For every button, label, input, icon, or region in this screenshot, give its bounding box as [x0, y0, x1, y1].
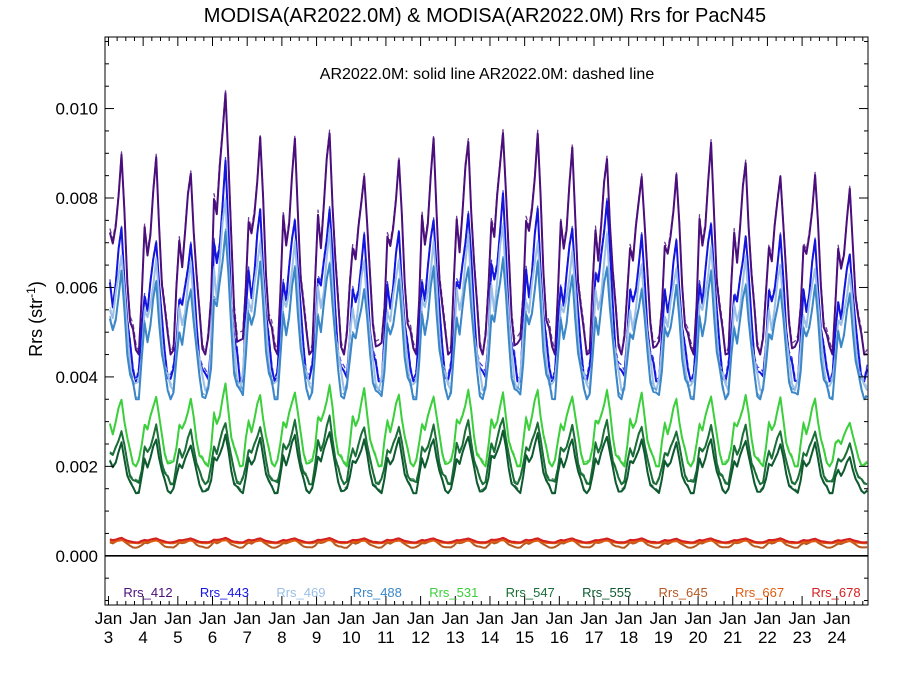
series-line-dashed-rrs-645	[109, 537, 868, 549]
x-tick-year-label: 22	[758, 628, 777, 647]
y-tick-label: 0.010	[55, 100, 98, 119]
plot-frame	[104, 36, 869, 606]
x-tick-month-label: Jan	[129, 609, 156, 628]
x-tick-year-label: 21	[723, 628, 742, 647]
x-tick-month-label: Jan	[199, 609, 226, 628]
series-line-rrs-531	[108, 382, 868, 468]
legend-entry-rrs-531: Rrs_531	[429, 585, 478, 600]
y-tick-label: 0.000	[55, 547, 98, 566]
y-axis-label: Rrs (str-1)	[24, 281, 46, 357]
x-tick-month-label: Jan	[580, 609, 607, 628]
x-tick-month-label: Jan	[407, 609, 434, 628]
x-tick-month-label: Jan	[442, 609, 469, 628]
x-tick-year-label: 5	[173, 628, 182, 647]
x-tick-year-label: 13	[446, 628, 465, 647]
x-tick-year-label: 16	[550, 628, 569, 647]
x-tick-year-label: 11	[377, 628, 395, 647]
legend-entry-rrs-469: Rrs_469	[276, 585, 325, 600]
x-tick-month-label: Jan	[476, 609, 503, 628]
x-tick-year-label: 9	[312, 628, 321, 647]
x-tick-month-label: Jan	[823, 609, 850, 628]
legend-entry-rrs-678: Rrs_678	[811, 585, 860, 600]
x-tick-year-label: 23	[793, 628, 812, 647]
x-tick-month-label: Jan	[719, 609, 746, 628]
y-tick-label: 0.002	[55, 457, 98, 476]
axes: 0.0000.0020.0040.0060.0080.010Jan3Jan4Ja…	[55, 36, 869, 647]
x-tick-year-label: 15	[515, 628, 534, 647]
legend-entry-rrs-645: Rrs_645	[659, 585, 708, 600]
x-tick-month-label: Jan	[372, 609, 399, 628]
x-tick-month-label: Jan	[684, 609, 711, 628]
y-axis-label-text: Rrs (str	[26, 298, 46, 357]
x-tick-month-label: Jan	[338, 609, 365, 628]
x-tick-month-label: Jan	[788, 609, 815, 628]
x-tick-month-label: Jan	[303, 609, 330, 628]
y-tick-label: 0.006	[55, 278, 98, 297]
y-axis-label-superscript: -1	[24, 287, 38, 298]
x-tick-year-label: 12	[411, 628, 430, 647]
x-tick-month-label: Jan	[650, 609, 677, 628]
x-tick-month-label: Jan	[511, 609, 538, 628]
series-lines	[108, 88, 869, 549]
x-tick-year-label: 20	[689, 628, 708, 647]
x-tick-month-label: Jan	[615, 609, 642, 628]
legend-entry-rrs-443: Rrs_443	[200, 585, 249, 600]
x-tick-year-label: 7	[242, 628, 251, 647]
x-tick-month-label: Jan	[95, 609, 122, 628]
x-tick-year-label: 8	[277, 628, 286, 647]
series-line-dashed-rrs-412	[109, 88, 868, 356]
series-line-dashed-rrs-469	[109, 196, 868, 391]
series-line-dashed-rrs-531	[109, 381, 868, 468]
legend-entry-rrs-667: Rrs_667	[735, 585, 784, 600]
x-tick-year-label: 3	[104, 628, 113, 647]
x-tick-year-label: 6	[208, 628, 217, 647]
y-axis-label-close: )	[26, 281, 46, 287]
series-line-dashed-rrs-547	[109, 414, 868, 485]
x-tick-year-label: 17	[585, 628, 604, 647]
x-tick-month-label: Jan	[164, 609, 191, 628]
y-tick-label: 0.008	[55, 189, 98, 208]
series-line-dashed-rrs-555	[109, 429, 868, 494]
x-tick-month-label: Jan	[268, 609, 295, 628]
series-line-dashed-rrs-488	[109, 228, 868, 400]
line-style-annotation: AR2022.0M: solid line AR2022.0M: dashed …	[320, 66, 655, 83]
legend-entry-rrs-412: Rrs_412	[123, 585, 172, 600]
x-tick-year-label: 19	[654, 628, 673, 647]
x-tick-year-label: 24	[827, 628, 846, 647]
y-tick-label: 0.004	[55, 368, 98, 387]
x-tick-year-label: 18	[619, 628, 638, 647]
series-line-dashed-rrs-678	[109, 537, 868, 544]
x-tick-month-label: Jan	[233, 609, 260, 628]
x-tick-year-label: 14	[481, 628, 500, 647]
x-tick-month-label: Jan	[754, 609, 781, 628]
legend-entry-rrs-555: Rrs_555	[582, 585, 631, 600]
legend-entry-rrs-547: Rrs_547	[506, 585, 555, 600]
chart-title: MODISA(AR2022.0M) & MODISA(AR2022.0M) Rr…	[204, 5, 766, 27]
legend-entry-rrs-488: Rrs_488	[353, 585, 402, 600]
x-tick-year-label: 10	[342, 628, 361, 647]
legend: Rrs_412 Rrs_443 Rrs_469 Rrs_488 Rrs_531 Rrs_5…	[123, 585, 860, 600]
x-tick-year-label: 4	[138, 628, 147, 647]
x-tick-month-label: Jan	[546, 609, 573, 628]
